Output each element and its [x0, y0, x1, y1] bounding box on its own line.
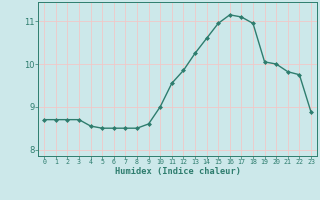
X-axis label: Humidex (Indice chaleur): Humidex (Indice chaleur) [115, 167, 241, 176]
